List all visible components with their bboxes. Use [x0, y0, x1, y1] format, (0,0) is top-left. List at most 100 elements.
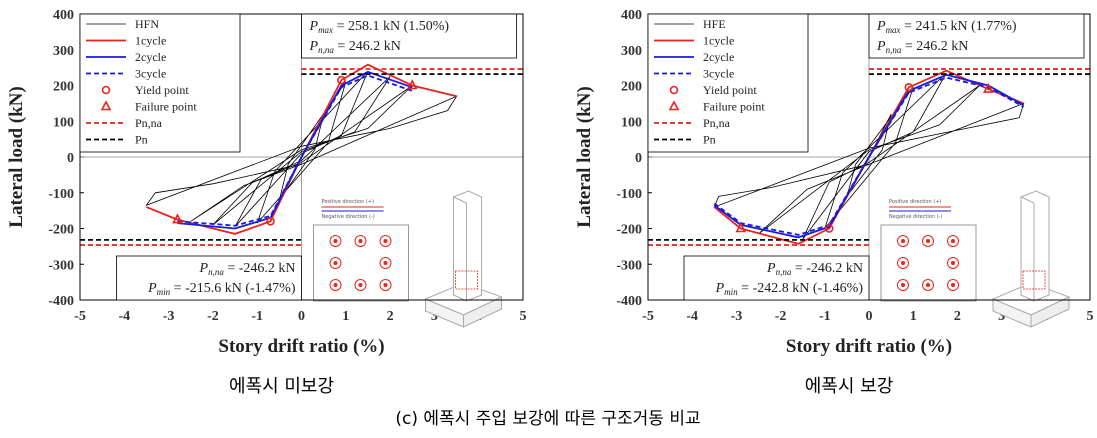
annotation: Pmin = -242.8 kN (-1.46%)	[715, 281, 864, 297]
x-tick-label: 5	[520, 309, 527, 324]
x-tick-label: 2	[387, 309, 394, 324]
inset-section	[314, 225, 409, 301]
y-tick-label: -400	[616, 294, 642, 309]
inset-rebar	[926, 283, 930, 287]
legend-label: Pn,na	[703, 116, 731, 130]
legend-label: HFN	[135, 17, 159, 31]
x-tick-label: -4	[686, 309, 698, 324]
legend-label: Yield point	[135, 83, 189, 97]
inset-rebar	[901, 283, 905, 287]
y-axis-title: Lateral load (kN)	[6, 86, 27, 227]
inset-diagram: Positive direction (+)Negative direction…	[881, 191, 1069, 327]
x-tick-label: -2	[207, 309, 219, 324]
y-tick-label: -400	[48, 294, 74, 309]
legend-label: Failure point	[135, 100, 197, 114]
x-tick-label: -1	[251, 309, 263, 324]
x-axis-title: Story drift ratio (%)	[218, 336, 384, 357]
legend-label: 1cycle	[703, 34, 734, 48]
legend-label: Failure point	[703, 100, 765, 114]
annotation: Pmin = -215.6 kN (-1.47%)	[147, 281, 296, 297]
chart-caption: 에폭시 미보강	[229, 376, 334, 397]
chart-caption: 에폭시 보강	[805, 376, 894, 397]
annotation-text: = -215.6 kN (-1.47%)	[170, 281, 296, 296]
y-tick-label: 200	[621, 80, 642, 95]
inset-rebar	[334, 261, 338, 265]
annotation-text: = 246.2 kN	[901, 39, 968, 54]
inset-rebar	[384, 261, 388, 265]
y-tick-label: 100	[621, 115, 642, 130]
y-tick-label: -100	[616, 187, 642, 202]
annotation-subscript: max	[318, 25, 333, 35]
legend-label: Yield point	[703, 83, 757, 97]
y-tick-label: -300	[616, 258, 642, 273]
inset-column	[454, 191, 482, 301]
x-tick-label: 1	[910, 309, 917, 324]
inset-rebar	[359, 283, 363, 287]
inset-rebar	[384, 283, 388, 287]
legend-label: 3cycle	[703, 67, 734, 81]
x-tick-label: -5	[642, 309, 654, 324]
annotation-text: = -242.8 kN (-1.46%)	[738, 281, 864, 296]
annotation-subscript: n,na	[318, 45, 334, 55]
chart: -400-300-200-1000100200300400-5-4-3-2-10…	[574, 8, 1094, 397]
annotation-text: = 258.1 kN (1.50%)	[333, 19, 449, 34]
figure: (c) 에폭시 주입 보강에 따른 구조거동 비교 -400-300-200-1…	[0, 0, 1097, 438]
x-tick-label: -3	[163, 309, 175, 324]
y-tick-label: 400	[53, 8, 74, 23]
y-axis-title: Lateral load (kN)	[574, 86, 595, 227]
legend: HFE 1cycle 2cycle 3cycle Yield point Failure …	[648, 14, 808, 152]
inset-column	[1021, 191, 1049, 301]
annotation-symbol: P	[715, 281, 725, 296]
y-tick-label: 100	[53, 115, 74, 130]
annotation-subscript: n,na	[208, 267, 224, 277]
x-tick-label: -5	[74, 309, 86, 324]
inset-section	[881, 225, 976, 301]
annotation-symbol: P	[147, 281, 157, 296]
y-tick-label: -200	[48, 223, 74, 238]
inset-rebar	[901, 239, 905, 243]
y-tick-label: -100	[48, 187, 74, 202]
annotation-subscript: min	[157, 287, 171, 297]
inset-label: Positive direction (+)	[322, 199, 375, 205]
annotation-subscript: n,na	[886, 45, 902, 55]
annotation-symbol: P	[876, 39, 886, 54]
inset-label: Negative direction (-)	[889, 214, 942, 220]
x-tick-label: 5	[1087, 309, 1094, 324]
legend-label: 1cycle	[135, 34, 166, 48]
x-tick-label: 1	[342, 309, 349, 324]
inset-diagram: Positive direction (+) Negative direction…	[314, 191, 502, 327]
inset-rebar	[384, 239, 388, 243]
legend-label: 3cycle	[135, 67, 166, 81]
legend: HFN 1cycle 2cycle 3cycle Yield point Failure …	[80, 14, 240, 152]
legend-label: HFE	[703, 17, 726, 31]
annotation-text: = -246.2 kN	[224, 261, 296, 276]
annotation-text: = 246.2 kN	[334, 39, 401, 54]
annotation-subscript: max	[886, 25, 901, 35]
x-tick-label: 2	[954, 309, 961, 324]
y-tick-label: 0	[67, 151, 74, 166]
annotation-symbol: P	[876, 19, 886, 34]
legend-label: 2cycle	[703, 50, 734, 64]
y-tick-label: 300	[621, 44, 642, 59]
y-tick-label: -200	[616, 223, 642, 238]
y-tick-label: 200	[53, 80, 74, 95]
annotation-subscript: n,na	[776, 267, 792, 277]
annotation-symbol: P	[766, 261, 776, 276]
x-tick-label: -2	[775, 309, 787, 324]
inset-label: Negative direction (-)	[322, 214, 375, 220]
inset-rebar	[926, 239, 930, 243]
annotation-text: = 241.5 kN (1.77%)	[901, 19, 1017, 34]
legend-label: Pn,na	[135, 116, 163, 130]
annotation-subscript: min	[724, 287, 738, 297]
legend-label: Pn	[703, 133, 716, 147]
legend-label: Pn	[135, 133, 148, 147]
x-tick-label: -3	[731, 309, 743, 324]
y-tick-label: -300	[48, 258, 74, 273]
y-tick-label: 0	[635, 151, 642, 166]
annotation-symbol: P	[309, 39, 319, 54]
legend-label: 2cycle	[135, 50, 166, 64]
y-tick-label: 400	[621, 8, 642, 23]
x-tick-label: -4	[118, 309, 130, 324]
inset-rebar	[334, 239, 338, 243]
